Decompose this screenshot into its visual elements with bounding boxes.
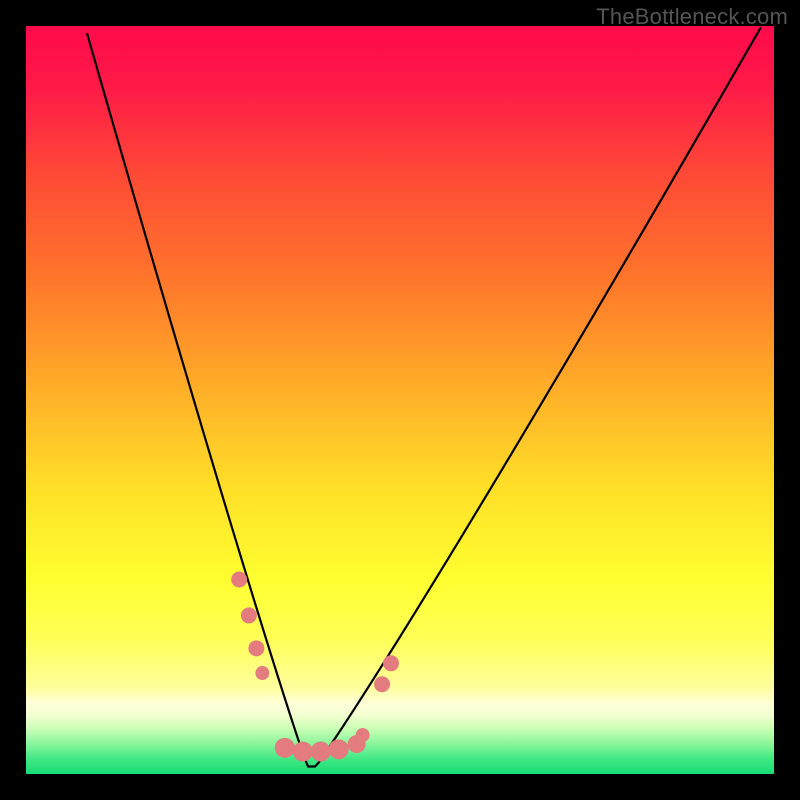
bottleneck-chart [0, 0, 800, 800]
marker-point [293, 742, 313, 762]
watermark-text: TheBottleneck.com [596, 4, 788, 30]
marker-point [231, 572, 247, 588]
marker-point [248, 640, 264, 656]
marker-point [275, 738, 295, 758]
marker-point [329, 739, 349, 759]
marker-point [311, 742, 331, 762]
marker-point [383, 655, 399, 671]
marker-point [241, 607, 257, 623]
marker-point [255, 666, 269, 680]
gradient-background [26, 26, 774, 774]
marker-point [356, 728, 370, 742]
marker-point [374, 676, 390, 692]
chart-frame: TheBottleneck.com [0, 0, 800, 800]
